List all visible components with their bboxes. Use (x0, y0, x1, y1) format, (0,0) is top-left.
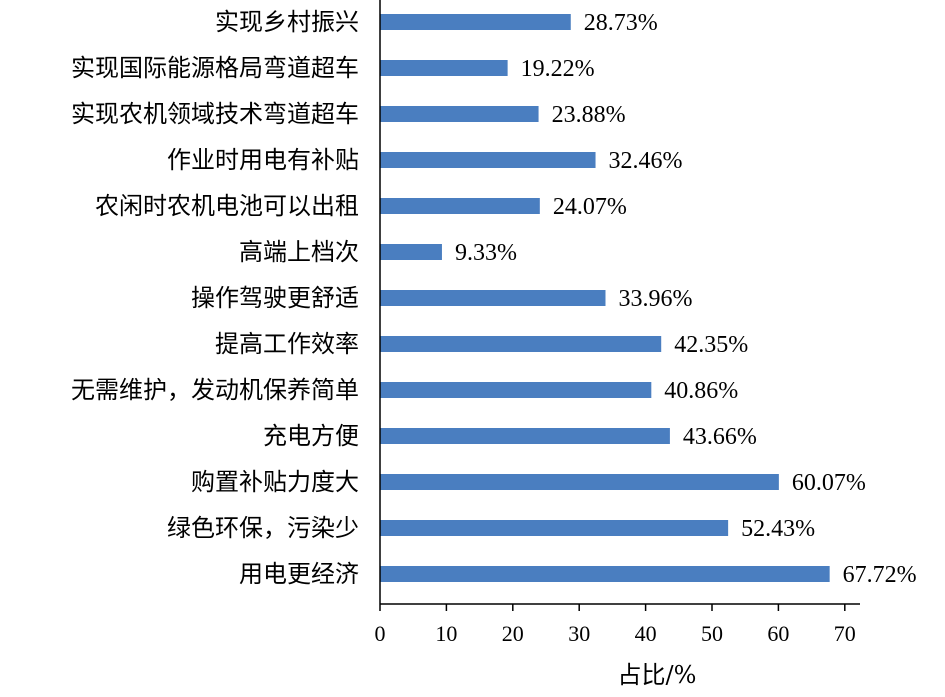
x-tick-label: 50 (701, 621, 723, 646)
value-label: 32.46% (609, 148, 683, 174)
category-label: 高端上档次 (239, 238, 359, 266)
category-label: 充电方便 (263, 422, 359, 450)
category-label: 农闲时农机电池可以出租 (95, 192, 359, 220)
bar (380, 566, 830, 582)
x-tick-label: 0 (375, 621, 386, 646)
value-label: 9.33% (455, 240, 517, 266)
value-label: 60.07% (792, 470, 866, 496)
value-label: 67.72% (843, 562, 917, 588)
category-label: 购置补贴力度大 (191, 468, 359, 496)
value-label: 43.66% (683, 424, 757, 450)
bar (380, 382, 652, 398)
value-label: 19.22% (521, 56, 595, 82)
value-label: 42.35% (674, 332, 748, 358)
category-label: 提高工作效率 (215, 330, 359, 358)
value-labels: 28.73% 19.22% 23.88% 32.46% 24.07% 9.33% 33.96… (455, 10, 917, 588)
category-labels: 实现乡村振兴实现国际能源格局弯道超车实现农机领域技术弯道超车作业时用电有补贴农闲… (71, 8, 359, 588)
value-label: 52.43% (741, 516, 815, 542)
x-tick-label: 60 (767, 621, 789, 646)
value-label: 33.96% (618, 286, 692, 312)
category-label: 操作驾驶更舒适 (191, 284, 359, 312)
x-tick-label: 70 (834, 621, 856, 646)
category-label: 无需维护，发动机保养简单 (71, 376, 359, 404)
category-label: 作业时用电有补贴 (167, 146, 359, 174)
bar (380, 290, 606, 306)
value-label: 23.88% (552, 102, 626, 128)
x-tick-label: 10 (435, 621, 457, 646)
bar (380, 106, 539, 122)
value-label: 40.86% (664, 378, 738, 404)
x-axis-label: 占比/% (618, 661, 697, 689)
bar (380, 336, 662, 352)
category-label: 实现农机领域技术弯道超车 (71, 100, 359, 128)
category-label: 用电更经济 (239, 560, 359, 588)
axes (379, 0, 860, 605)
bar (380, 244, 442, 260)
bar (380, 152, 596, 168)
bar (380, 14, 571, 30)
bar (380, 198, 540, 214)
category-label: 绿色环保，污染少 (167, 514, 359, 542)
category-label: 实现国际能源格局弯道超车 (71, 54, 359, 82)
bar (380, 520, 729, 536)
x-tick-label: 40 (635, 621, 657, 646)
bar (380, 60, 508, 76)
category-label: 实现乡村振兴 (215, 8, 359, 36)
x-tick-label: 30 (568, 621, 590, 646)
x-ticks: 0 10 20 30 40 50 60 70 (375, 604, 856, 646)
value-label: 24.07% (553, 194, 627, 220)
x-tick-label: 20 (502, 621, 524, 646)
bar (380, 474, 779, 490)
value-label: 28.73% (584, 10, 658, 36)
bar (380, 428, 670, 444)
bars-group (380, 14, 830, 582)
